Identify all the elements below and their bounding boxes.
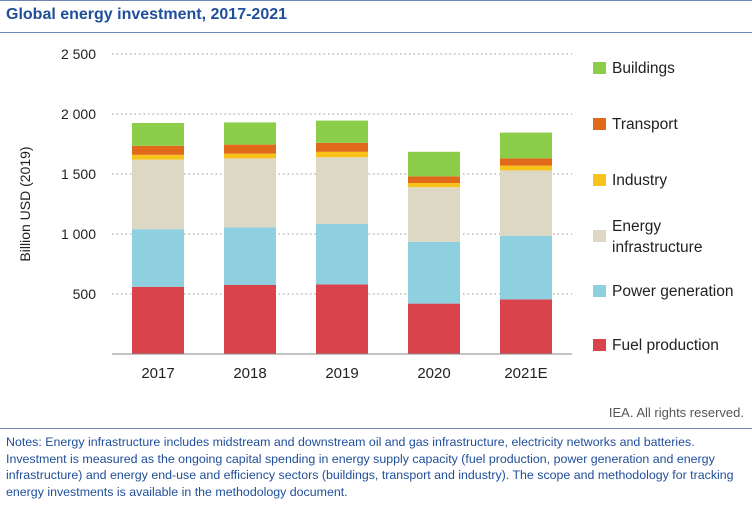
bar-segment-industry: [316, 151, 368, 158]
bar-segment-transport: [408, 176, 460, 183]
x-tick-label: 2020: [417, 365, 450, 382]
legend-label: Industry: [612, 172, 667, 189]
top-border: [0, 0, 752, 1]
notes: Notes: Energy infrastructure includes mi…: [6, 434, 746, 500]
bar-segment-transport: [316, 142, 368, 152]
bar-segment-transport: [500, 158, 552, 166]
legend-label: Transport: [612, 116, 678, 133]
bar-segment-transport: [132, 145, 184, 155]
y-axis-ticks: 500 1 000 1 500 2 000 2 500: [61, 46, 96, 302]
bar-segment-industry: [132, 154, 184, 160]
chart-title: Global energy investment, 2017-2021: [6, 6, 288, 23]
bar-segment-industry: [500, 165, 552, 171]
y-tick-label: 500: [73, 286, 97, 302]
bar-segment-buildings: [132, 123, 184, 146]
bar-segment-fuel-production: [500, 299, 552, 354]
bar-segment-power-generation: [316, 223, 368, 285]
y-tick-label: 1 000: [61, 226, 96, 242]
bars: [132, 120, 552, 354]
x-tick-label: 2017: [141, 365, 174, 382]
legend-swatch: [593, 118, 606, 130]
bar-segment-buildings: [316, 120, 368, 143]
legend-label: Buildings: [612, 60, 675, 77]
bar-segment-energy-infrastructure: [132, 159, 184, 230]
copyright-text: IEA. All rights reserved.: [608, 405, 744, 420]
bar-segment-power-generation: [500, 235, 552, 300]
bar-segment-industry: [224, 153, 276, 159]
bar-segment-transport: [224, 144, 276, 154]
y-axis-label: Billion USD (2019): [17, 146, 33, 261]
note-line-1: Notes: Energy infrastructure includes mi…: [6, 435, 695, 449]
bar-segment-fuel-production: [408, 303, 460, 354]
legend: Buildings Transport Industry Energy infrastr…: [593, 60, 734, 354]
y-tick-label: 2 000: [61, 106, 96, 122]
title-divider: [0, 32, 752, 33]
legend-label: Energy: [612, 218, 661, 235]
legend-label: Power generation: [612, 283, 734, 300]
notes-divider: [0, 428, 752, 429]
bar-segment-buildings: [224, 122, 276, 145]
legend-swatch: [593, 339, 606, 351]
bar-segment-buildings: [408, 151, 460, 177]
legend-swatch: [593, 230, 606, 242]
legend-label: Fuel production: [612, 337, 719, 354]
bar-segment-power-generation: [408, 241, 460, 304]
y-tick-label: 1 500: [61, 166, 96, 182]
legend-swatch: [593, 62, 606, 74]
x-tick-label: 2018: [233, 365, 266, 382]
x-tick-label: 2019: [325, 365, 358, 382]
note-line-2: Investment is measured as the ongoing ca…: [6, 451, 734, 499]
bar-segment-fuel-production: [132, 286, 184, 354]
bar-segment-fuel-production: [224, 285, 276, 354]
bar-segment-power-generation: [224, 227, 276, 285]
bar-segment-energy-infrastructure: [224, 158, 276, 228]
bar-segment-power-generation: [132, 229, 184, 287]
bar-segment-energy-infrastructure: [500, 170, 552, 236]
x-axis-ticks: 2017 2018 2019 2020 2021E: [141, 365, 547, 382]
stacked-bar-chart: 500 1 000 1 500 2 000 2 500 2017 2018 2019 2020…: [17, 46, 734, 382]
bar-segment-buildings: [500, 132, 552, 159]
legend-swatch: [593, 285, 606, 297]
bar-segment-energy-infrastructure: [316, 157, 368, 224]
y-tick-label: 2 500: [61, 46, 96, 62]
legend-swatch: [593, 174, 606, 186]
bar-segment-industry: [408, 183, 460, 188]
legend-label: infrastructure: [612, 239, 702, 256]
bar-segment-fuel-production: [316, 284, 368, 354]
bar-segment-energy-infrastructure: [408, 187, 460, 242]
x-tick-label: 2021E: [504, 365, 547, 382]
